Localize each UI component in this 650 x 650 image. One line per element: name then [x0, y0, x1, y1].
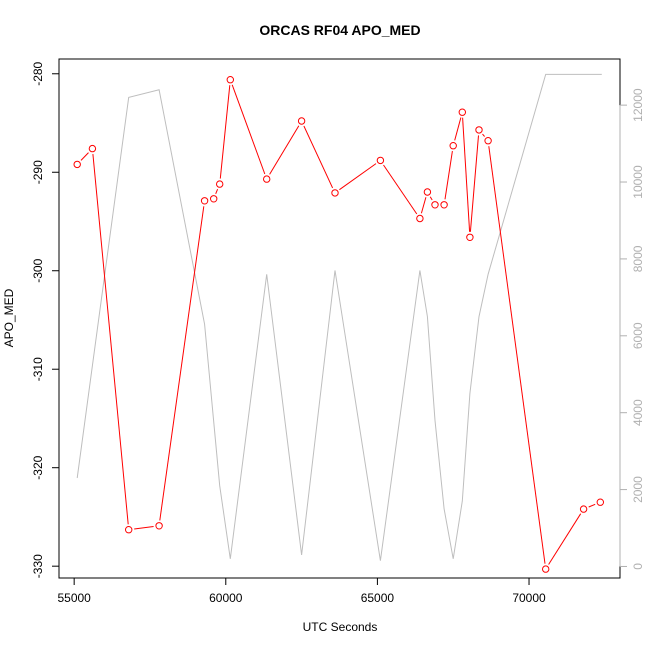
series-left-segment	[269, 125, 300, 175]
data-point	[431, 201, 439, 209]
series-left-segment	[134, 526, 154, 530]
series-left-segment	[444, 151, 453, 200]
y-right-tick-label: 2000	[631, 476, 645, 503]
series-left-segment	[219, 85, 231, 179]
data-point	[216, 180, 224, 188]
plot-frame	[58, 58, 621, 579]
data-point	[579, 505, 588, 513]
x-tick-label: 65000	[361, 591, 395, 605]
data-point	[416, 214, 424, 223]
series-left-segment	[92, 154, 129, 525]
data-point	[423, 188, 432, 196]
data-point	[155, 522, 163, 530]
series-left-segment	[215, 189, 219, 194]
series-left-segment	[548, 513, 582, 565]
chart-title: ORCAS RF04 APO_MED	[259, 22, 420, 38]
y-right-tick-label: 4000	[631, 399, 645, 426]
series-left-segment	[482, 133, 485, 137]
y-axis-left: -280 -290 -300 -310 -320 -330	[31, 61, 60, 578]
y-right-tick-label: 0	[631, 563, 645, 570]
data-point	[458, 108, 466, 116]
x-axis-label: UTC Seconds	[303, 620, 378, 634]
y-right-tick-label: 6000	[631, 322, 645, 349]
y-tick-label: -280	[31, 61, 45, 85]
data-point	[226, 76, 235, 84]
y-right-tick-label: 12000	[631, 88, 645, 122]
data-point	[466, 233, 474, 242]
y-tick-label: -300	[31, 258, 45, 282]
series-left-segment	[383, 164, 418, 215]
data-point	[596, 498, 604, 506]
series-right-line	[76, 73, 602, 561]
data-point	[200, 197, 209, 205]
y-tick-label: -320	[31, 455, 45, 479]
y-right-tick-label: 8000	[631, 245, 645, 272]
series-left-segment	[303, 125, 334, 189]
data-point	[449, 142, 457, 150]
y-right-tick-label: 10000	[631, 165, 645, 199]
data-point	[88, 144, 97, 153]
data-point	[484, 137, 492, 145]
series-left-segment	[339, 163, 377, 191]
y-tick-label: -330	[31, 554, 45, 578]
series-layer	[73, 73, 604, 573]
data-point	[73, 160, 81, 169]
series-left-segment	[588, 503, 596, 508]
y-axis-right: 0 2000 4000 6000 8000 10000 12000	[619, 88, 645, 570]
data-point	[542, 565, 550, 573]
y-axis-label: APO_MED	[2, 288, 16, 347]
data-point	[297, 117, 306, 125]
data-point	[263, 175, 271, 183]
series-left-segment	[80, 152, 89, 161]
data-point	[475, 126, 483, 134]
series-left-segment	[454, 117, 462, 141]
series-left-segment	[429, 196, 433, 201]
x-tick-label: 55000	[57, 591, 91, 605]
y-tick-label: -290	[31, 160, 45, 184]
x-axis: 55000 60000 65000 70000	[57, 577, 546, 605]
data-point	[125, 526, 133, 534]
series-left-segment	[420, 197, 427, 214]
data-point	[440, 201, 448, 209]
x-tick-label: 60000	[209, 591, 243, 605]
y-tick-label: -310	[31, 357, 45, 381]
data-point	[210, 195, 218, 203]
x-tick-label: 70000	[512, 591, 546, 605]
data-point	[331, 189, 339, 197]
series-left-segment	[488, 146, 546, 564]
series-left-segment	[159, 206, 205, 521]
series-left-segment	[462, 117, 471, 232]
series-left-segment	[469, 135, 479, 232]
data-point	[376, 156, 385, 165]
series-left-segment	[231, 84, 266, 175]
